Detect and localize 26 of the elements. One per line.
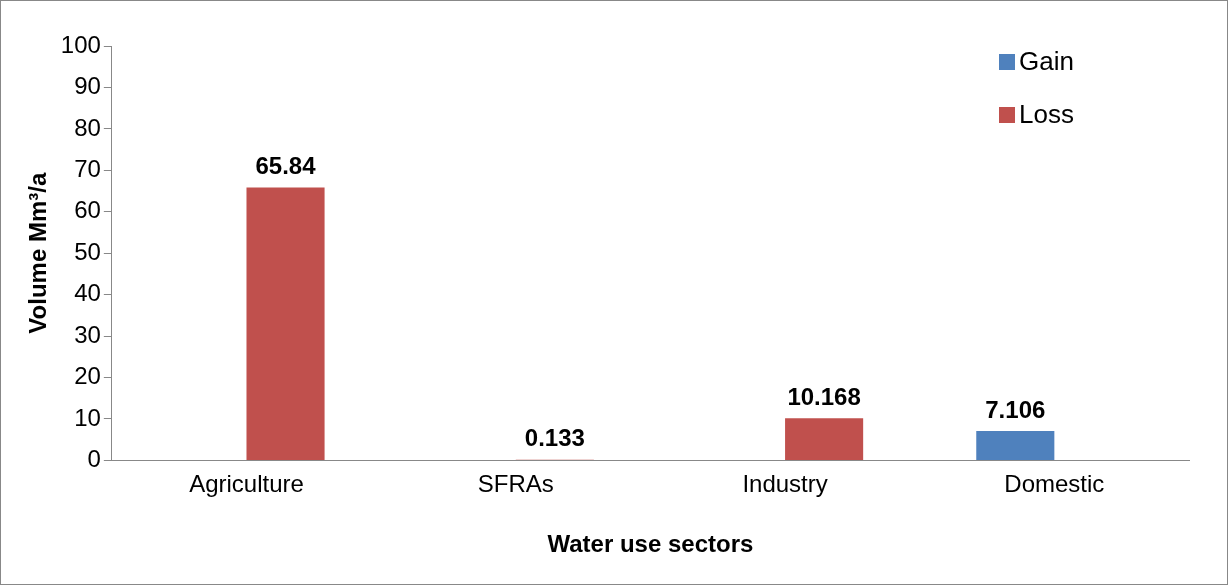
y-tick-label: 60 xyxy=(74,196,101,224)
y-tick-label: 70 xyxy=(74,154,101,182)
bar xyxy=(785,418,864,460)
legend-label: Loss xyxy=(1019,99,1074,130)
data-label: 10.168 xyxy=(787,382,861,410)
y-tick-label: 80 xyxy=(74,113,101,141)
y-tick-label: 100 xyxy=(60,30,101,58)
x-tick-label: Domestic xyxy=(1004,470,1105,498)
y-tick-label: 30 xyxy=(74,320,101,348)
y-tick-label: 40 xyxy=(74,279,101,307)
y-tick-label: 10 xyxy=(74,403,101,431)
y-tick-label: 90 xyxy=(74,72,101,100)
y-tick-label: 50 xyxy=(74,237,101,265)
y-tick-label: 0 xyxy=(87,445,101,473)
x-tick-label: SFRAs xyxy=(477,470,554,498)
x-tick-label: Industry xyxy=(742,470,828,498)
data-label: 7.106 xyxy=(985,395,1046,423)
x-axis-title: Water use sectors xyxy=(547,530,754,558)
legend-label: Gain xyxy=(1019,46,1074,77)
data-label: 65.84 xyxy=(255,152,317,180)
bar xyxy=(976,430,1055,460)
x-tick-label: Agriculture xyxy=(189,470,304,498)
data-label: 0.133 xyxy=(524,424,585,452)
bar xyxy=(246,187,325,460)
y-axis-title: Volume Mm³/a xyxy=(24,172,52,334)
y-tick-label: 20 xyxy=(74,362,101,390)
